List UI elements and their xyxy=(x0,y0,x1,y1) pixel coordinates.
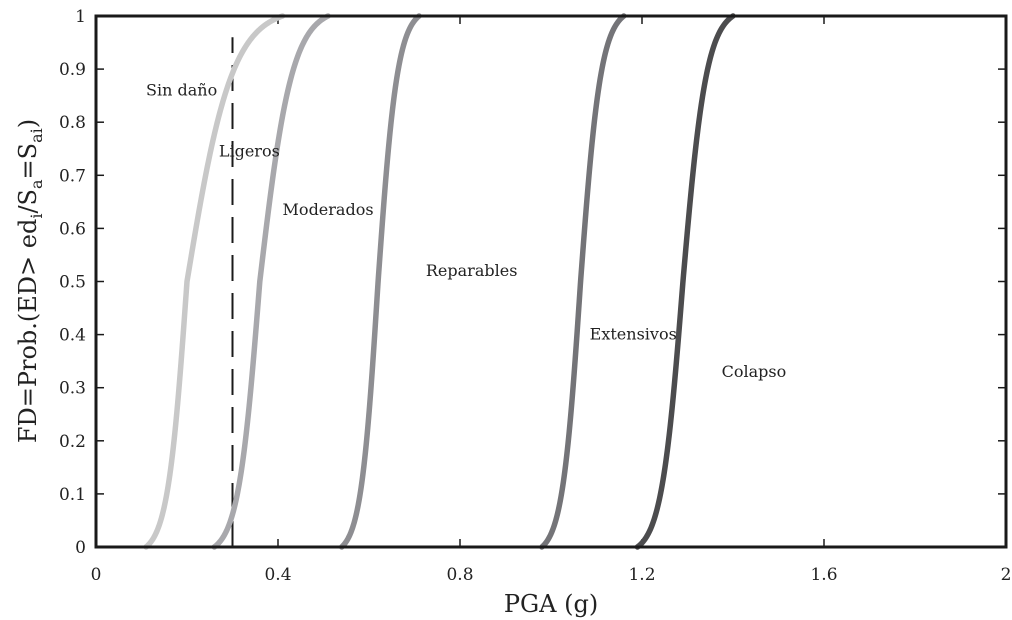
y-tick-label: 0.7 xyxy=(59,166,86,186)
plot-frame xyxy=(94,14,1008,549)
y-axis-title: FD=Prob.(ED> edi/Sa=Sai) xyxy=(14,119,46,443)
y-tick-label: 0.2 xyxy=(59,432,86,452)
region-label: Moderados xyxy=(283,200,374,219)
y-tick-label: 1 xyxy=(75,7,86,27)
y-tick-label: 0.1 xyxy=(59,485,86,505)
y-tick-label: 0.5 xyxy=(59,273,86,293)
y-axis-title-part: /S xyxy=(14,189,42,214)
region-label: Ligeros xyxy=(219,141,280,160)
fragility-curve-5 xyxy=(634,13,736,550)
x-axis-title: PGA (g) xyxy=(504,590,598,618)
fragility-curve-4 xyxy=(539,13,627,550)
region-label: Reparables xyxy=(426,261,518,280)
y-tick-label: 0.6 xyxy=(59,219,86,239)
y-axis-title-part: ai xyxy=(27,128,46,143)
fragility-curve-1 xyxy=(143,13,286,550)
region-label: Sin daño xyxy=(146,80,217,99)
x-tick-label: 0.4 xyxy=(264,565,291,585)
y-axis-title-part: FD=Prob.(ED> ed xyxy=(14,219,42,444)
region-labels: Sin daño Ligeros Moderados Reparables Extens… xyxy=(146,80,786,380)
region-label: Colapso xyxy=(722,362,787,381)
x-tick-label: 0.8 xyxy=(446,565,473,585)
x-tick-label: 1.6 xyxy=(810,565,837,585)
region-label: Extensivos xyxy=(590,325,677,344)
y-tick-label: 0 xyxy=(75,538,86,558)
fragility-curve-3 xyxy=(338,13,422,550)
y-tick-label: 0.9 xyxy=(59,60,86,80)
y-axis-title-part: a xyxy=(27,179,46,189)
y-tick-label: 0.8 xyxy=(59,113,86,133)
fragility-curve-2 xyxy=(211,13,331,550)
x-tick-label: 2 xyxy=(1001,565,1012,585)
x-tick-label: 1.2 xyxy=(628,565,655,585)
y-tick-label: 0.4 xyxy=(59,326,86,346)
y-axis-title-part: ) xyxy=(14,119,42,128)
y-axis-title-part: =S xyxy=(14,143,42,180)
y-axis-title-part: i xyxy=(27,214,46,219)
series-group xyxy=(143,13,736,550)
x-tick-label: 0 xyxy=(91,565,102,585)
x-ticks: 0 0.4 0.8 1.2 1.6 2 xyxy=(91,16,1012,585)
y-tick-label: 0.3 xyxy=(59,379,86,399)
